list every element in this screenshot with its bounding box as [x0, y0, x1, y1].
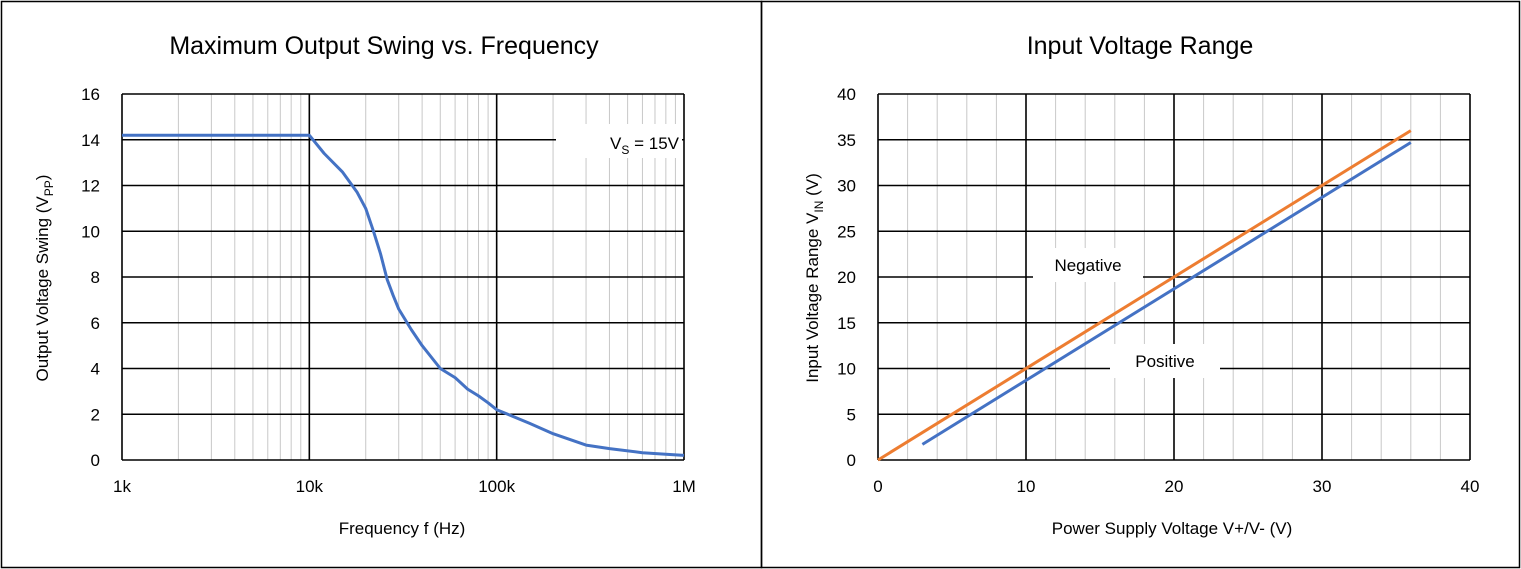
y-tick-label: 8: [91, 268, 100, 287]
y-tick-label: 0: [91, 451, 100, 470]
series-label-background: [1110, 344, 1220, 378]
x-tick-label: 10: [1017, 477, 1036, 496]
series-line: [921, 141, 1412, 446]
grid: [877, 93, 1471, 461]
y-tick-label: 0: [847, 451, 856, 470]
y-tick-label: 30: [837, 177, 856, 196]
x-tick-labels: 0 10 20 30 40: [873, 477, 1479, 496]
series-labels: Negative Positive: [1033, 248, 1220, 378]
x-tick-label: 10k: [296, 477, 324, 496]
y-tick-label: 5: [847, 405, 856, 424]
y-tick-label: 4: [91, 360, 100, 379]
output-swing-chart: Maximum Output Swing vs. Frequency 1k 10k…: [33, 32, 696, 538]
y-tick-label: 25: [837, 222, 856, 241]
series-lines: [877, 129, 1412, 462]
y-tick-labels: 0 2 4 6 8 10 12 14 16: [81, 85, 100, 470]
annotation-background: [556, 124, 682, 158]
y-tick-label: 15: [837, 314, 856, 333]
y-tick-label: 16: [81, 85, 100, 104]
y-tick-label: 40: [837, 85, 856, 104]
series-line: [877, 129, 1412, 462]
y-tick-label: 10: [81, 222, 100, 241]
y-tick-label: 2: [91, 405, 100, 424]
x-axis-label: Frequency f (Hz): [339, 519, 466, 538]
chart-title: Input Voltage Range: [1027, 32, 1254, 60]
y-tick-label: 10: [837, 360, 856, 379]
x-tick-label: 1M: [672, 477, 696, 496]
y-tick-label: 12: [81, 177, 100, 196]
series-label-background: [1033, 248, 1143, 282]
right-panel-frame: [760, 0, 1521, 569]
x-tick-label: 100k: [478, 477, 515, 496]
x-tick-label: 1k: [113, 477, 131, 496]
x-axis-label: Power Supply Voltage V+/V- (V): [1052, 519, 1293, 538]
series-line: [122, 133, 685, 457]
x-tick-label: 30: [1313, 477, 1332, 496]
y-axis-label: Output Voltage Swing (VPP): [33, 175, 56, 382]
chart-title: Maximum Output Swing vs. Frequency: [169, 32, 599, 60]
series-label: Negative: [1054, 256, 1121, 275]
series-lines: [122, 133, 685, 457]
x-tick-label: 20: [1165, 477, 1184, 496]
y-tick-label: 20: [837, 268, 856, 287]
y-tick-label: 14: [81, 131, 100, 150]
y-tick-label: 6: [91, 314, 100, 333]
y-axis-label: Input Voltage Range VIN (V): [803, 173, 826, 383]
input-voltage-range-chart: Input Voltage Range 0 10 20 30 40 0 5 10 15 20 25…: [803, 32, 1479, 538]
y-tick-labels: 0 5 10 15 20 25 30 35 40: [837, 85, 856, 470]
supply-voltage-annotation: VS = 15V: [610, 134, 680, 157]
y-tick-label: 35: [837, 131, 856, 150]
x-tick-label: 0: [873, 477, 882, 496]
x-tick-labels: 1k 10k 100k 1M: [113, 477, 696, 496]
x-tick-label: 40: [1461, 477, 1480, 496]
series-label: Positive: [1135, 352, 1195, 371]
